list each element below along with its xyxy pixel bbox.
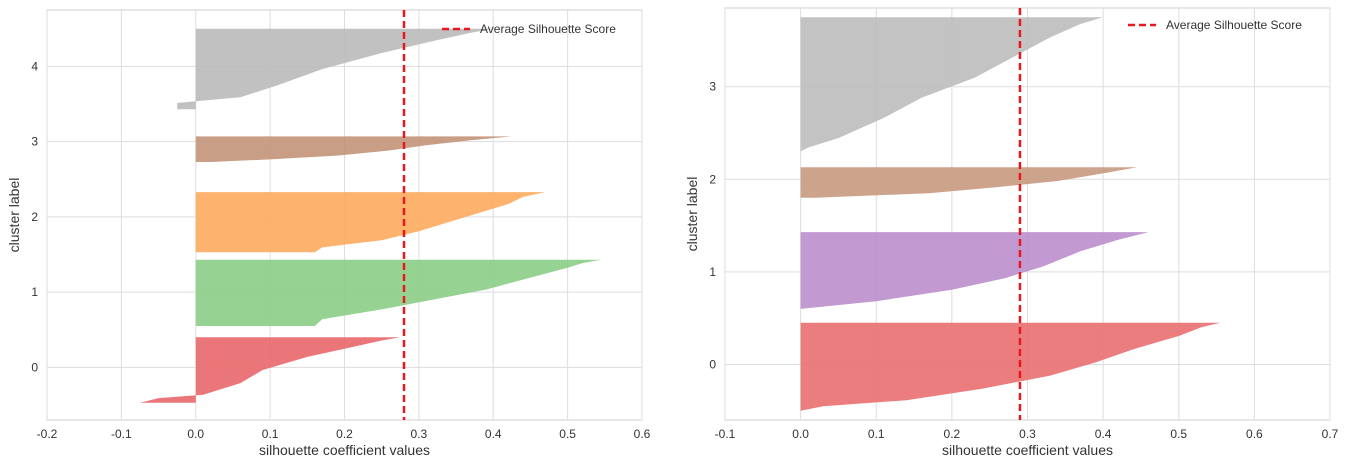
silhouette-chart-right: -0.1 0.0 0.1 0.2 0.3 0.4 0.5 0.6 0.7 0 1 2 3 Average … — [684, 7, 1339, 458]
y-axis-label: cluster label — [6, 178, 22, 253]
x-tick-label: 0.3 — [1019, 427, 1036, 441]
x-tick-label: 0.5 — [559, 427, 576, 441]
x-tick-label: -0.1 — [715, 427, 736, 441]
x-tick-label: 0.6 — [634, 427, 651, 441]
y-tick-label: 0 — [709, 357, 716, 371]
silhouette-cluster-2 — [800, 167, 1138, 198]
y-tick-label: 2 — [709, 172, 716, 186]
x-tick-label: 0.1 — [868, 427, 885, 441]
x-tick-label: 0.0 — [187, 427, 204, 441]
y-tick-label: 0 — [31, 360, 38, 374]
x-tick-label: 0.3 — [411, 427, 428, 441]
silhouette-cluster-4 — [177, 28, 494, 110]
x-tick-label: 0.4 — [1095, 427, 1112, 441]
silhouette-cluster-3 — [195, 136, 512, 162]
silhouette-cluster-1 — [195, 259, 602, 326]
y-tick-label: 4 — [31, 59, 38, 73]
silhouette-cluster-2 — [195, 192, 546, 253]
x-axis-label: silhouette coefficient values — [942, 442, 1113, 458]
silhouette-cluster-3 — [800, 17, 1104, 152]
y-tick-label: 3 — [31, 135, 38, 149]
x-axis-label: silhouette coefficient values — [259, 442, 430, 458]
y-tick-label: 1 — [709, 265, 716, 279]
x-tick-label: -0.1 — [111, 427, 132, 441]
legend-label: Average Silhouette Score — [480, 22, 616, 36]
silhouette-cluster-1 — [800, 232, 1149, 309]
silhouette-chart-left: -0.2 -0.1 0.0 0.1 0.2 0.3 0.4 0.5 0.6 0 1 2 3 4 Averag… — [6, 9, 651, 458]
y-tick-label: 1 — [31, 285, 38, 299]
x-tick-label: 0.4 — [485, 427, 502, 441]
y-tick-label: 2 — [31, 210, 38, 224]
y-axis-label: cluster label — [684, 177, 700, 252]
x-tick-label: 0.0 — [792, 427, 809, 441]
x-tick-label: 0.5 — [1170, 427, 1187, 441]
x-tick-label: 0.6 — [1246, 427, 1263, 441]
legend-label: Average Silhouette Score — [1166, 18, 1302, 32]
x-tick-label: 0.7 — [1322, 427, 1339, 441]
x-tick-label: 0.2 — [944, 427, 961, 441]
y-tick-label: 3 — [709, 80, 716, 94]
silhouette-cluster-0 — [140, 337, 401, 403]
x-tick-label: 0.1 — [262, 427, 279, 441]
x-tick-label: 0.2 — [336, 427, 353, 441]
x-tick-label: -0.2 — [37, 427, 58, 441]
silhouette-cluster-0 — [800, 322, 1221, 411]
